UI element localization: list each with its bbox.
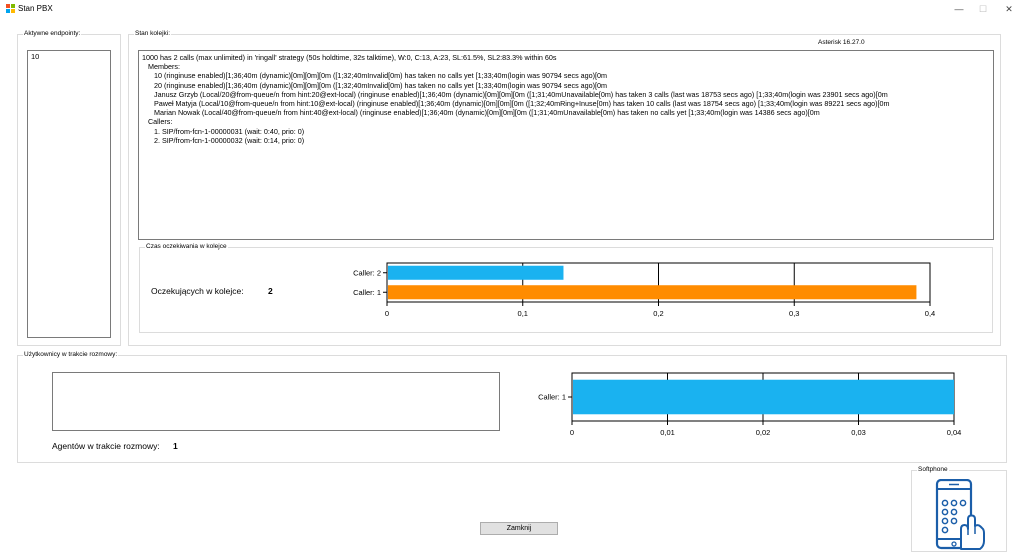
y-tick-label: Caller: 1 — [353, 288, 381, 297]
queue-state-group: Stan kolejki: Asterisk 16.27.0 1000 has … — [128, 30, 1001, 346]
queue-line: 20 (ringinuse enabled)[1;36;40m (dynamic… — [142, 80, 608, 90]
endpoints-group-title: Aktywne endpointy: — [23, 30, 82, 37]
y-tick-label: Caller: 1 — [538, 393, 566, 402]
minimize-button[interactable]: — — [954, 4, 964, 14]
x-tick-label: 0,2 — [653, 309, 663, 318]
close-button[interactable]: Zamknij — [480, 522, 558, 535]
chart-bar — [388, 265, 564, 280]
queue-line: Janusz Grzyb (Local/20@from-queue/n from… — [142, 89, 888, 99]
queue-line: 1000 has 2 calls (max unlimited) in 'rin… — [142, 53, 557, 62]
window-title: Stan PBX — [18, 4, 53, 13]
queue-line: Callers: — [142, 117, 173, 127]
x-tick-label: 0 — [570, 428, 574, 437]
softphone-group: Softphone — [911, 466, 1007, 552]
x-tick-label: 0,02 — [756, 428, 771, 437]
x-tick-label: 0,04 — [947, 428, 962, 437]
endpoints-group: Aktywne endpointy: 10 — [17, 30, 121, 346]
chart-bar — [388, 285, 917, 300]
asterisk-version: Asterisk 16.27.0 — [818, 39, 865, 46]
x-tick-label: 0,3 — [789, 309, 799, 318]
agents-group-title: Użytkownicy w trakcie rozmowy: — [23, 351, 119, 358]
x-tick-label: 0,01 — [660, 428, 675, 437]
agents-chart: 0 0,01 0,02 0,03 0,04 Caller: 1 — [538, 372, 962, 437]
queue-line: Members: — [142, 62, 180, 72]
agents-list[interactable] — [52, 372, 500, 431]
agents-count-label: Agentów w trakcie rozmowy: — [52, 441, 160, 451]
queue-line: 2. SIP/from-fcn-1-00000032 (wait: 0:14, … — [142, 135, 305, 145]
x-tick-label: 0,4 — [925, 309, 935, 318]
app-icon — [6, 4, 15, 13]
queue-state-output[interactable]: 1000 has 2 calls (max unlimited) in 'rin… — [138, 50, 994, 240]
waiting-count-value: 2 — [268, 286, 273, 296]
wait-time-group-title: Czas oczekiwania w kolejce — [145, 243, 228, 250]
softphone-button[interactable] — [934, 478, 986, 551]
endpoints-list[interactable]: 10 — [27, 50, 111, 338]
queue-line: Marian Nowak (Local/40@from-queue/n from… — [142, 108, 820, 118]
queue-state-group-title: Stan kolejki: — [134, 30, 172, 37]
x-tick-label: 0 — [385, 309, 389, 318]
maximize-button[interactable]: ☐ — [978, 4, 988, 14]
endpoint-item[interactable]: 10 — [31, 52, 40, 61]
title-bar: Stan PBX — ☐ ✕ — [0, 0, 1024, 18]
agents-group: Użytkownicy w trakcie rozmowy: Agentów w… — [17, 351, 1007, 463]
x-tick-label: 0,1 — [518, 309, 528, 318]
y-tick-label: Caller: 2 — [353, 268, 381, 277]
wait-time-group: Czas oczekiwania w kolejce Oczekujących … — [139, 243, 993, 333]
queue-line: 10 (ringinuse enabled)[1;36;40m (dynamic… — [142, 71, 608, 81]
waiting-count-label: Oczekujących w kolejce: — [151, 286, 244, 296]
agents-count-value: 1 — [173, 441, 178, 451]
softphone-group-title: Softphone — [917, 466, 949, 473]
wait-time-chart: 0 0,1 0,2 0,3 0,4 Caller: 2 Caller: 1 — [353, 262, 935, 318]
phone-touch-icon — [935, 478, 985, 550]
queue-line: 1. SIP/from-fcn-1-00000031 (wait: 0:40, … — [142, 126, 305, 136]
close-window-button[interactable]: ✕ — [1005, 4, 1013, 14]
queue-line: Paweł Matyja (Local/10@from-queue/n from… — [142, 99, 890, 109]
x-tick-label: 0,03 — [851, 428, 866, 437]
chart-bar — [573, 379, 954, 415]
